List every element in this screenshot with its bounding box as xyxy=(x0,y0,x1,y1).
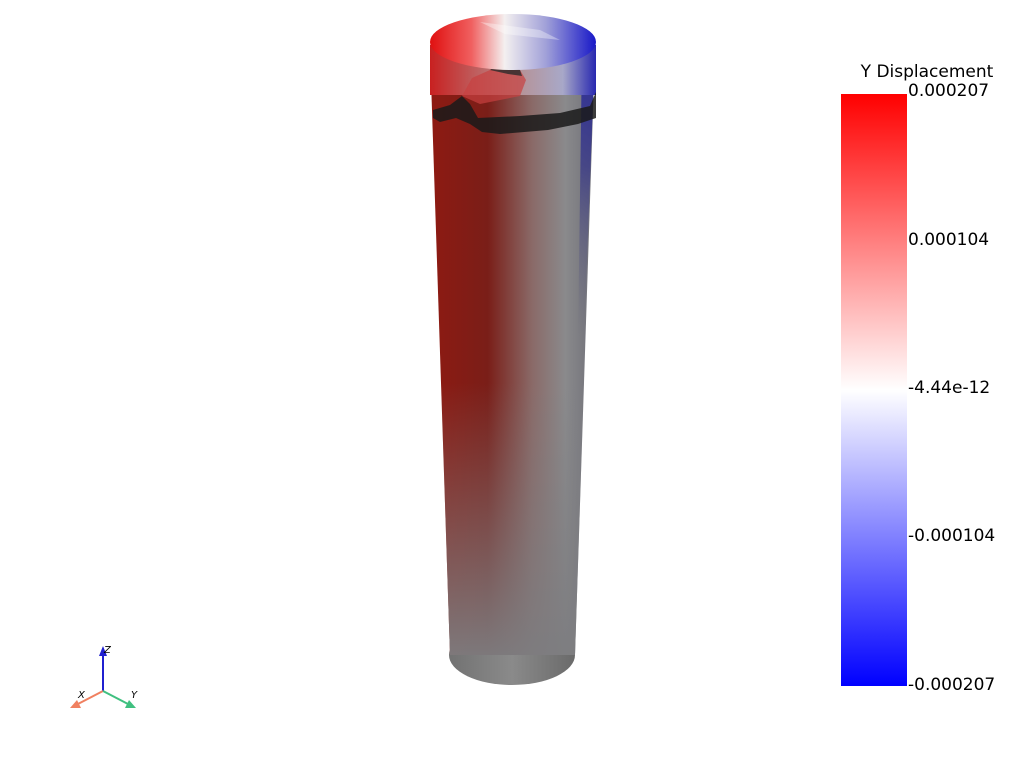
orientation-axes xyxy=(70,646,136,708)
colorbar xyxy=(841,94,907,686)
axis-label-y: Y xyxy=(131,690,138,701)
colorbar-tick-max: 0.000207 xyxy=(908,81,990,101)
colorbar-tick-lower: -0.000104 xyxy=(908,526,996,546)
colorbar-title: Y Displacement xyxy=(860,62,994,82)
colorbar-tick-upper: 0.000104 xyxy=(908,230,990,250)
colorbar-tick-mid: -4.44e-12 xyxy=(908,378,991,398)
axis-label-z: Z xyxy=(104,645,111,656)
axis-label-x: X xyxy=(78,690,85,701)
colorbar-tick-min: -0.000207 xyxy=(908,675,996,695)
